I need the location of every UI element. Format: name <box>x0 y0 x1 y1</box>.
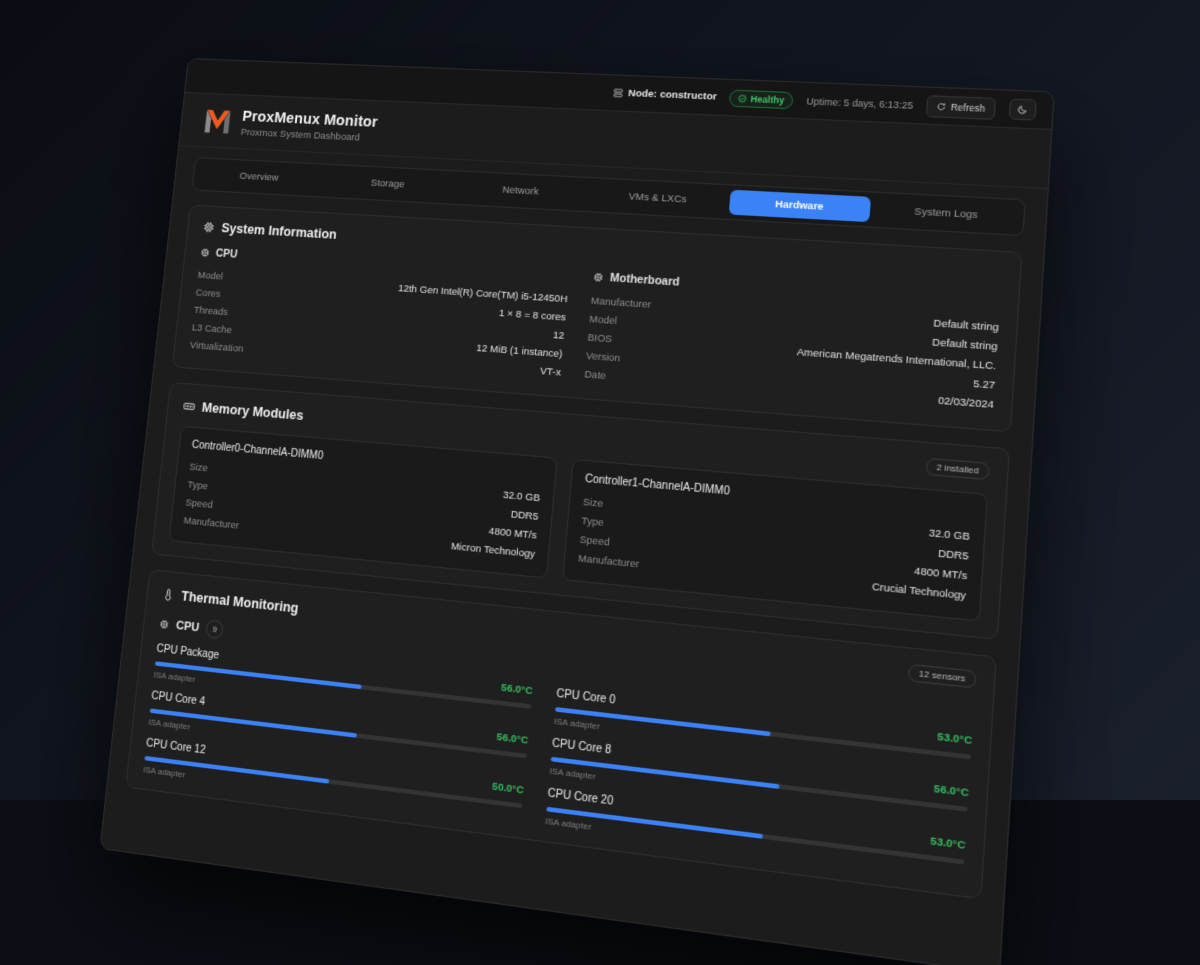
cpu-chip-icon <box>593 272 605 283</box>
memory-module-key: Size <box>189 461 208 474</box>
thermal-group-count: 9 <box>205 619 224 639</box>
cpu-info-value: VT-x <box>540 365 562 378</box>
theme-toggle-button[interactable] <box>1009 98 1037 120</box>
dashboard-window: Node: constructor Healthy Uptime: 5 days… <box>99 58 1055 965</box>
memory-modules-title: Memory Modules <box>183 398 305 423</box>
perspective-stage: Node: constructor Healthy Uptime: 5 days… <box>0 0 1200 800</box>
motherboard-rows: Manufacturer Default string Model Default s… <box>584 292 1000 415</box>
thermal-sensor-temperature: 56.0°C <box>933 783 969 800</box>
thermal-sensor-temperature: 53.0°C <box>937 731 973 748</box>
thermal-sensor-name: CPU Core 8 <box>551 738 611 758</box>
motherboard-info-value: 5.27 <box>973 378 996 392</box>
thermometer-icon <box>162 587 175 601</box>
tab-system-logs[interactable]: System Logs <box>873 197 1019 230</box>
cpu-info-key: Cores <box>195 287 221 300</box>
thermal-sensor-name: CPU Core 12 <box>145 738 206 757</box>
main-content: System Information CPU <box>105 195 1044 926</box>
status-badge-label: Healthy <box>750 93 785 105</box>
cpu-chip-icon <box>159 618 170 630</box>
motherboard-info-key: Date <box>584 369 607 383</box>
node-info: Node: constructor <box>613 87 717 103</box>
thermal-group-name: CPU <box>175 619 199 634</box>
cpu-info-value: 12 <box>552 329 564 342</box>
cpu-info-key: Model <box>197 270 223 283</box>
memory-module-key: Type <box>581 515 604 529</box>
motherboard-info-value: Default string <box>932 337 998 354</box>
thermal-sensor-temperature: 53.0°C <box>930 835 966 853</box>
tab-hardware[interactable]: Hardware <box>729 190 871 222</box>
thermal-monitoring-title: Thermal Monitoring <box>162 586 299 615</box>
cpu-chip-icon <box>200 247 211 258</box>
motherboard-info-key: Version <box>585 350 620 364</box>
motherboard-info-value: Default string <box>933 317 999 334</box>
thermal-sensor-name: CPU Core 20 <box>547 787 614 808</box>
check-circle-icon <box>738 94 747 103</box>
memory-module-key: Speed <box>579 534 610 549</box>
cpu-chip-icon <box>202 221 215 234</box>
memory-module-value: Crucial Technology <box>871 581 966 603</box>
server-icon <box>613 88 623 98</box>
cpu-info-key: L3 Cache <box>191 322 232 336</box>
memory-module-key: Manufacturer <box>183 515 240 532</box>
motherboard-info-value: 02/03/2024 <box>938 395 995 412</box>
proxmenux-m-logo <box>201 106 233 138</box>
thermal-sensor-name: CPU Package <box>156 643 220 662</box>
thermal-monitoring-title-text: Thermal Monitoring <box>181 588 300 615</box>
thermal-sensor-temperature: 50.0°C <box>492 780 525 796</box>
refresh-button[interactable]: Refresh <box>926 95 996 120</box>
status-badge: Healthy <box>729 89 794 109</box>
memory-module-value: DDR5 <box>510 509 539 524</box>
refresh-icon <box>937 102 947 111</box>
memory-stick-icon <box>183 399 196 412</box>
motherboard-info-key: Manufacturer <box>590 295 651 311</box>
uptime-label: Uptime: 5 days, 6:13:25 <box>806 95 913 110</box>
cpu-info-key: Virtualization <box>189 340 243 355</box>
memory-module-value: 4800 MT/s <box>488 525 537 542</box>
memory-module-key: Type <box>187 479 209 492</box>
thermal-sensors-badge: 12 sensors <box>908 664 977 689</box>
memory-module-value: 32.0 GB <box>928 527 970 543</box>
node-label: Node: constructor <box>628 88 717 103</box>
thermal-sensor-temperature: 56.0°C <box>501 682 534 698</box>
cpu-subsection-title: CPU <box>215 247 238 261</box>
motherboard-info-key: BIOS <box>587 332 612 346</box>
thermal-sensor-name: CPU Core 4 <box>151 690 206 708</box>
app-title-block: ProxMenux Monitor Proxmox System Dashboa… <box>240 108 378 144</box>
tab-storage[interactable]: Storage <box>324 169 453 200</box>
memory-module-value: 4800 MT/s <box>914 565 968 583</box>
memory-modules-title-text: Memory Modules <box>201 400 304 423</box>
motherboard-subsection-title: Motherboard <box>610 272 680 289</box>
cpu-info-key: Threads <box>193 305 228 319</box>
system-information-title: System Information <box>202 220 337 242</box>
thermal-sensor-name: CPU Core 0 <box>556 688 616 707</box>
tab-vms-lxcs[interactable]: VMs & LXCs <box>589 183 726 215</box>
moon-icon <box>1017 104 1028 114</box>
thermal-sensor-temperature: 56.0°C <box>496 731 529 747</box>
memory-module-key: Size <box>582 496 603 510</box>
memory-module-key: Manufacturer <box>578 553 640 571</box>
refresh-label: Refresh <box>950 101 985 113</box>
tab-overview[interactable]: Overview <box>197 162 322 192</box>
system-information-title-text: System Information <box>221 221 338 242</box>
cpu-info-value: 1 × 8 = 8 cores <box>498 307 566 323</box>
memory-module-value: 32.0 GB <box>502 489 540 504</box>
memory-module-value: DDR5 <box>938 548 969 564</box>
memory-module-key: Speed <box>185 497 213 511</box>
motherboard-subsection: Motherboard Manufacturer Default string Mo… <box>584 271 1001 415</box>
thermal-sensor-grid: CPU Package 56.0°C ISA adapter CPU Core 0 53… <box>143 643 973 880</box>
motherboard-info-key: Model <box>589 314 618 328</box>
memory-installed-badge: 2 installed <box>925 458 990 480</box>
tab-network[interactable]: Network <box>454 176 587 207</box>
memory-module-value: Micron Technology <box>450 541 535 561</box>
thermal-sensor-adapter: ISA adapter <box>143 765 522 823</box>
